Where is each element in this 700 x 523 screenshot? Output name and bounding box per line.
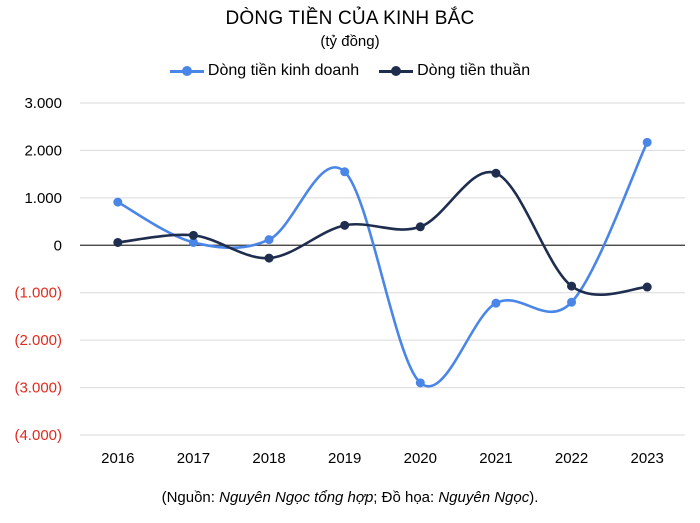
data-point-net-cash-flow-2021	[491, 168, 501, 178]
chart-title: DÒNG TIỀN CỦA KINH BẮC	[225, 8, 475, 29]
x-tick-label: 2022	[555, 450, 588, 467]
data-point-operating-cash-flow-2020	[415, 378, 425, 388]
legend-item-net-cash-flow: Dòng tiền thuần	[379, 62, 530, 80]
series-line-net-cash-flow	[116, 170, 649, 296]
data-point-net-cash-flow-2022	[567, 281, 577, 291]
chart-subtitle: (tỷ đồng)	[320, 33, 380, 50]
data-point-operating-cash-flow-2018	[264, 235, 274, 245]
legend-marker-operating-cash-flow	[169, 63, 204, 79]
legend-marker-net-cash-flow	[379, 63, 414, 79]
data-point-net-cash-flow-2017	[188, 230, 198, 240]
x-tick-label: 2017	[177, 450, 210, 467]
legend-item-operating-cash-flow: Dòng tiền kinh doanh	[169, 62, 360, 80]
data-point-operating-cash-flow-2022	[567, 297, 577, 307]
data-point-net-cash-flow-2016	[113, 237, 123, 247]
data-point-net-cash-flow-2019	[340, 220, 350, 230]
x-tick-label: 2021	[479, 450, 512, 467]
x-tick-label: 2019	[328, 450, 361, 467]
data-point-operating-cash-flow-2019	[340, 167, 350, 177]
y-tick-label: (1.000)	[14, 285, 62, 302]
y-tick-label: 3.000	[24, 95, 62, 112]
data-point-operating-cash-flow-2017	[188, 237, 198, 247]
data-point-operating-cash-flow-2021	[491, 298, 501, 308]
source-open: (Nguồn:	[161, 489, 220, 506]
data-point-net-cash-flow-2020	[415, 222, 425, 232]
y-tick-label: 0	[54, 237, 62, 254]
series-line-operating-cash-flow	[116, 141, 649, 388]
x-tick-label: 2018	[252, 450, 285, 467]
data-point-operating-cash-flow-2023	[642, 137, 652, 147]
source-note: (Nguồn: Nguyên Ngọc tổng hợp; Đồ họa: Ng…	[0, 489, 700, 506]
source-name: Nguyên Ngọc tổng hợp	[219, 489, 374, 506]
legend-label-net-cash-flow: Dòng tiền thuần	[417, 62, 531, 79]
data-point-net-cash-flow-2018	[264, 253, 274, 263]
designer-name: Nguyên Ngọc	[438, 489, 530, 506]
x-tick-label: 2023	[631, 450, 664, 467]
data-point-net-cash-flow-2023	[642, 282, 652, 292]
y-tick-label: (2.000)	[14, 332, 62, 349]
source-middle: ; Đồ họa:	[373, 489, 439, 506]
source-close: ).	[529, 489, 539, 506]
chart-legend: Dòng tiền kinh doanh Dòng tiền thuần	[0, 62, 700, 80]
x-tick-label: 2020	[404, 450, 437, 467]
y-tick-label: (4.000)	[14, 427, 62, 444]
y-tick-label: 1.000	[24, 190, 62, 207]
legend-label-operating-cash-flow: Dòng tiền kinh doanh	[207, 62, 360, 79]
x-tick-label: 2016	[101, 450, 134, 467]
data-point-operating-cash-flow-2016	[113, 197, 123, 207]
y-tick-label: (3.000)	[14, 380, 62, 397]
y-tick-label: 2.000	[24, 142, 62, 159]
